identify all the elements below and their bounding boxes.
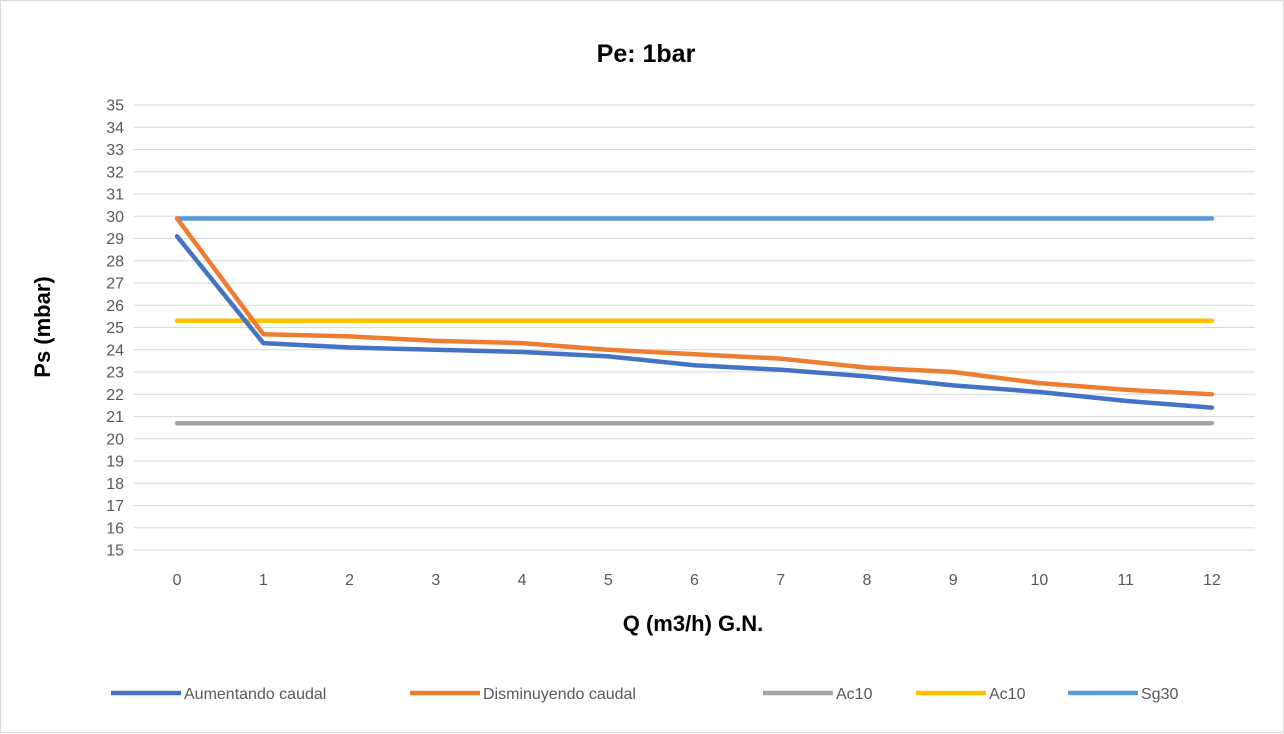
y-axis-title: Ps (mbar) [30,276,55,377]
series-lines [174,216,1215,426]
gridlines [134,104,1255,551]
x-tick-label: 8 [863,572,872,589]
legend: Aumentando caudal Disminuyendo caudal Ac10… [111,686,1178,703]
x-axis-title: Q (m3/h) G.N. [623,611,764,636]
x-tick-label: 9 [949,572,958,589]
y-axis-ticks: 15 16 17 18 19 20 21 22 23 24 25 26 27 28 29 30 31 32 33 34… [106,98,124,560]
y-tick-label: 21 [106,409,124,426]
y-tick-label: 26 [106,298,124,315]
series-line-2 [174,216,1215,397]
x-tick-label: 2 [345,572,354,589]
legend-label: Ac10 [989,686,1026,703]
y-tick-label: 15 [106,543,124,560]
y-tick-label: 29 [106,231,124,248]
y-tick-label: 24 [106,342,124,359]
y-tick-label: 19 [106,454,124,471]
y-tick-label: 28 [106,253,124,270]
x-tick-label: 11 [1117,572,1134,589]
x-tick-label: 5 [604,572,613,589]
legend-label: Sg30 [1141,686,1178,703]
x-tick-label: 4 [518,572,527,589]
y-tick-label: 20 [106,431,124,448]
y-tick-label: 23 [106,365,124,382]
y-tick-label: 27 [106,276,124,293]
y-tick-label: 17 [106,498,124,515]
y-tick-label: 25 [106,320,124,337]
legend-label: Ac10 [836,686,873,703]
y-tick-label: 22 [106,387,124,404]
y-tick-label: 30 [106,209,124,226]
y-tick-label: 18 [106,476,124,493]
x-tick-label: 10 [1031,572,1049,589]
legend-label: Disminuyendo caudal [483,686,636,703]
y-tick-label: 35 [106,98,124,115]
x-tick-label: 3 [431,572,440,589]
y-tick-label: 33 [106,142,124,159]
x-tick-label: 7 [776,572,785,589]
y-tick-label: 16 [106,520,124,537]
x-tick-label: 0 [173,572,182,589]
x-tick-label: 6 [690,572,699,589]
y-tick-label: 34 [106,120,124,137]
legend-label: Aumentando caudal [184,686,326,703]
x-tick-label: 1 [259,572,268,589]
series-line-1 [174,234,1215,410]
x-axis-ticks: 0 1 2 3 4 5 6 7 8 9 10 11 12 [173,572,1221,589]
chart-title: Pe: 1bar [597,40,696,68]
y-tick-label: 31 [106,187,124,204]
y-tick-label: 32 [106,164,124,181]
x-tick-label: 12 [1203,572,1221,589]
